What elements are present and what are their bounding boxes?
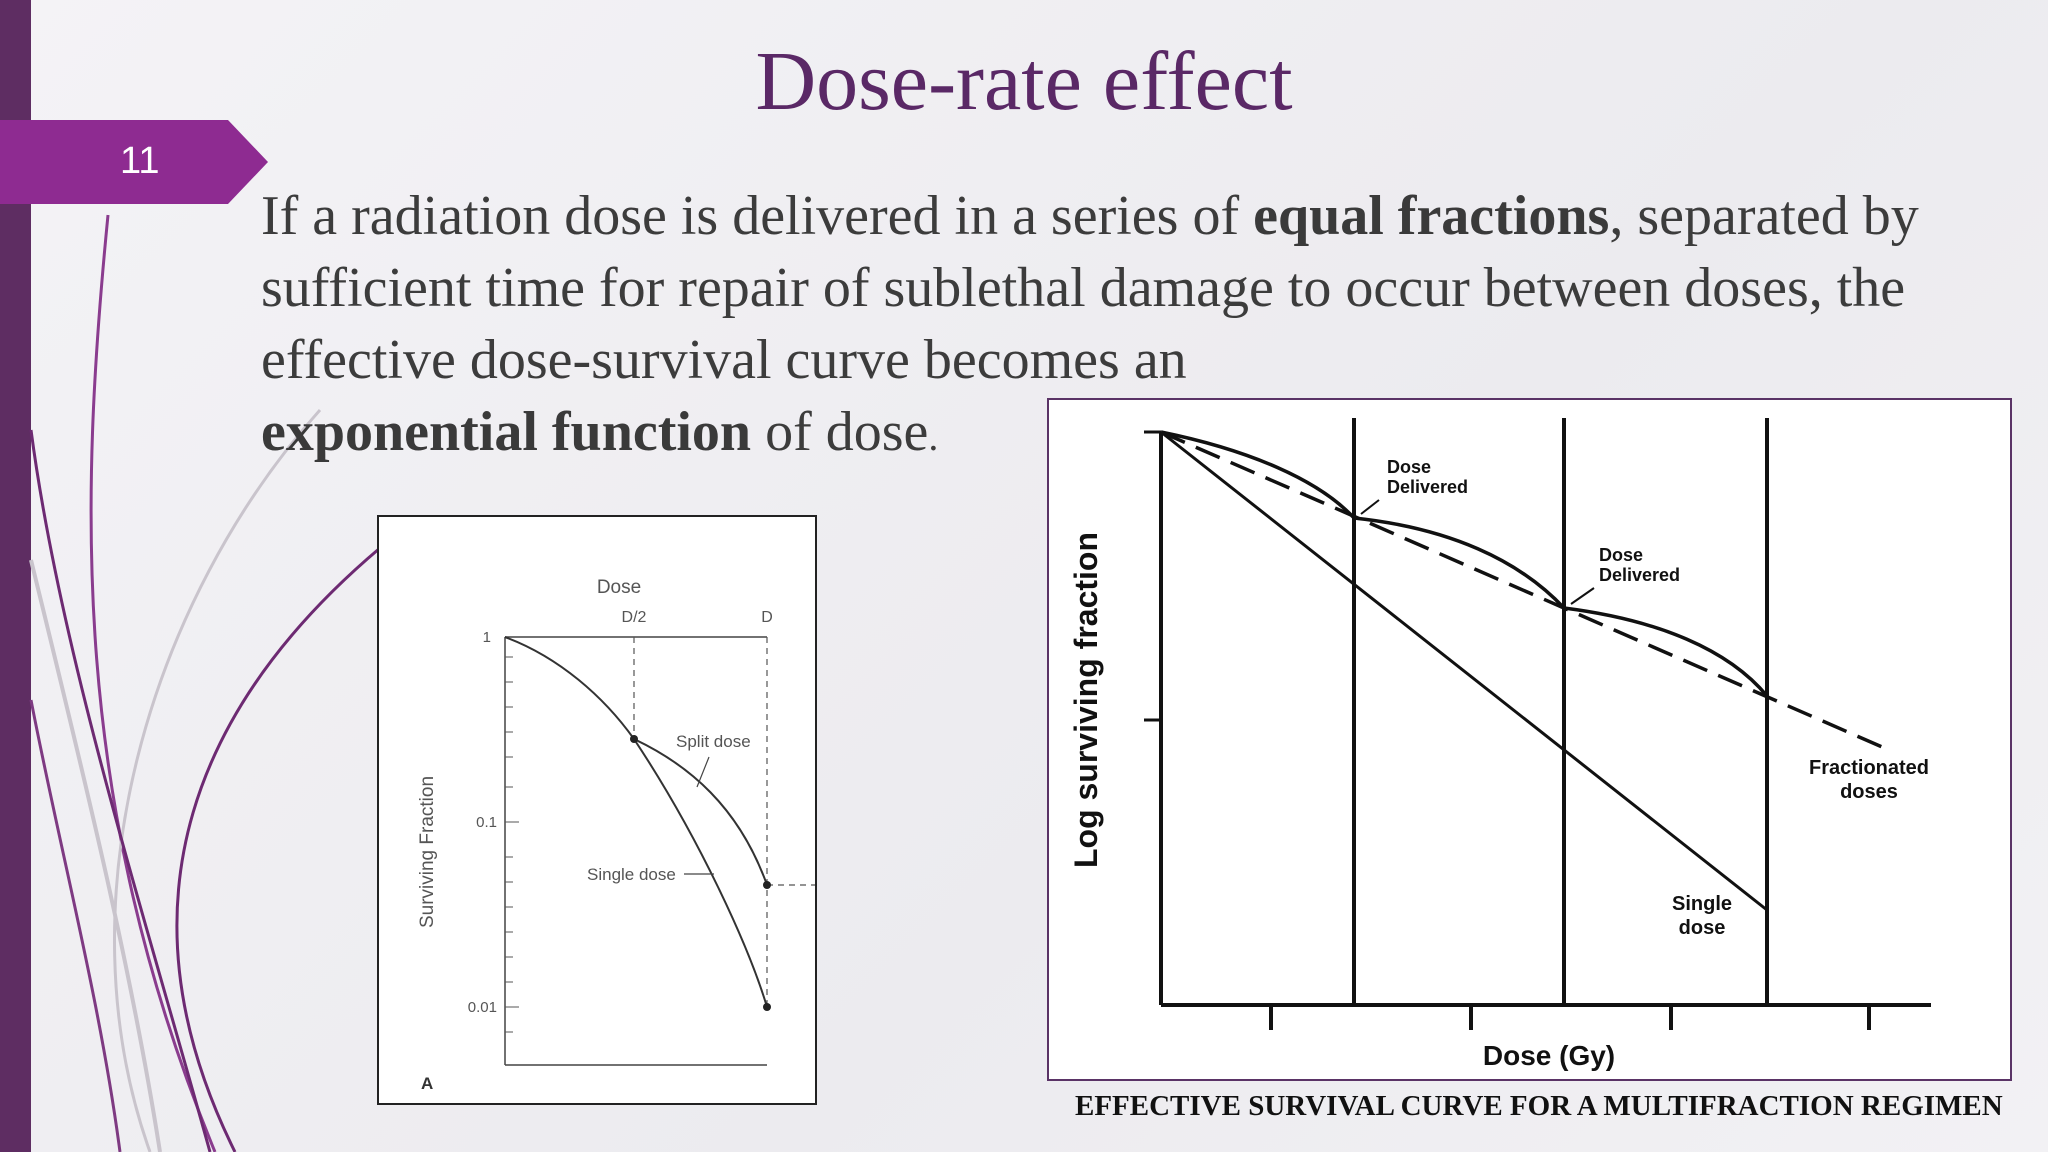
- split-dose-label: Split dose: [676, 732, 751, 751]
- single-dose-line: [1160, 430, 1768, 912]
- figure-a-ytick-0.1: 0.1: [476, 814, 497, 831]
- figure-multifraction: Dose Delivered Dose Delivered Fractionat…: [1047, 398, 2012, 1081]
- decorative-swooshes: [29, 214, 381, 1152]
- figure-a-tick-full: D: [761, 609, 773, 626]
- fraction-curve-3: [1563, 606, 1769, 698]
- figure-a-y-label: Surviving Fraction: [417, 776, 438, 928]
- body-paragraph: If a radiation dose is delivered in a se…: [261, 180, 2021, 473]
- dose-delivered-label-2a: Dose: [1599, 545, 1643, 565]
- fraction-curve-1: [1160, 430, 1356, 520]
- single-dose-label: Single dose: [587, 865, 676, 884]
- fraction-curve-2: [1353, 516, 1566, 610]
- fractionated-label-a: Fractionated: [1809, 757, 1929, 779]
- body-bold-equal-fractions: equal fractions: [1253, 185, 1610, 247]
- figure-a-panel-letter: A: [421, 1074, 433, 1093]
- figure-a-ytick-1: 1: [483, 629, 491, 646]
- slide-number: 11: [120, 140, 160, 182]
- effective-dashed-line: [1160, 430, 1890, 752]
- slide-title: Dose-rate effect: [755, 35, 1293, 128]
- body-bold-exponential-function: exponential function: [261, 401, 752, 463]
- body-text-part: If a radiation dose is delivered in a se…: [261, 185, 1254, 247]
- slide-number-tab: [0, 120, 268, 204]
- single-dose-curve: [504, 636, 768, 1008]
- figure-b-plot: Dose Delivered Dose Delivered Fractionat…: [1068, 418, 1931, 1071]
- split-dose-curve: [633, 738, 768, 886]
- figure-split-dose: Dose D/2 D 1 0.1 0.01 Surviving Fraction: [377, 515, 817, 1105]
- dose-delivered-label-1b: Delivered: [1387, 477, 1468, 497]
- dose-delivered-label-1a: Dose: [1387, 457, 1431, 477]
- figure-caption: EFFECTIVE SURVIVAL CURVE FOR A MULTIFRAC…: [1075, 1090, 2003, 1122]
- figure-a-ytick-0.01: 0.01: [468, 999, 497, 1016]
- figure-b-y-label: Log surviving fraction: [1068, 532, 1104, 868]
- figure-a-top-label: Dose: [597, 577, 641, 598]
- body-period: .: [928, 414, 939, 459]
- body-text-part: of dose: [751, 401, 929, 463]
- figure-b-x-label: Dose (Gy): [1483, 1040, 1615, 1071]
- single-dose-label-a: Single: [1672, 893, 1732, 915]
- figure-a-tick-half: D/2: [622, 609, 647, 626]
- fractionated-label-b: doses: [1840, 781, 1898, 803]
- body-text-part: , separated by sufficient time for repai…: [261, 185, 1919, 391]
- dose-delivered-label-2b: Delivered: [1599, 565, 1680, 585]
- single-dose-label-b: dose: [1679, 917, 1726, 939]
- figure-a-plot: Dose D/2 D 1 0.1 0.01 Surviving Fraction: [417, 577, 815, 1093]
